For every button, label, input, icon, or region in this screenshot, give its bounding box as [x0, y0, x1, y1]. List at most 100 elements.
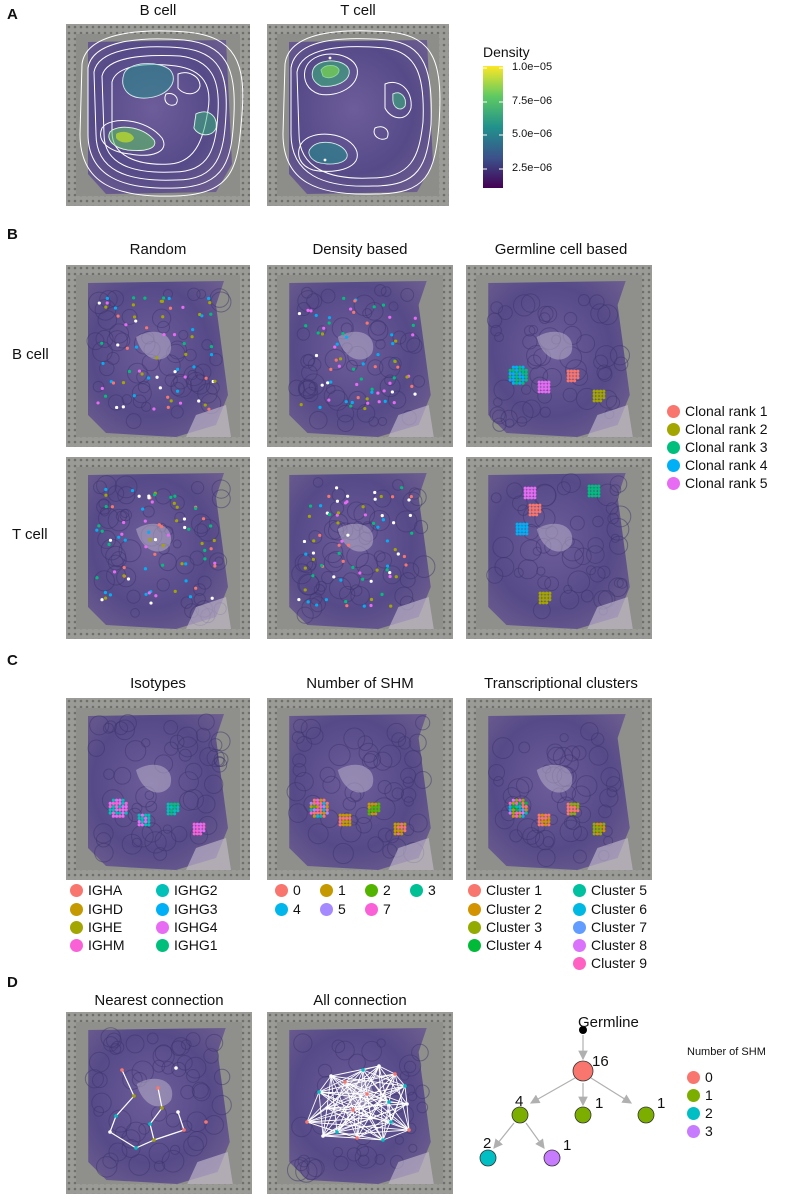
igha-swatch: [70, 884, 83, 897]
tree-node-1c: [543, 1149, 561, 1167]
shm-7-swatch: [365, 903, 378, 916]
shm-legend-1: 1: [320, 881, 346, 899]
ighe-swatch: [70, 921, 83, 934]
panel-a-title-bcell: B cell: [139, 2, 177, 19]
tree-legend-2: 2: [687, 1104, 713, 1122]
tree-node-1a: [574, 1106, 592, 1124]
tree-node-2: [479, 1149, 497, 1167]
isotype-legend-ighg4: IGHG4: [156, 918, 218, 936]
panel-c-col-clusters: Transcriptional clusters: [484, 675, 638, 692]
cluster-8-swatch: [573, 939, 586, 952]
tree-label-2: 2: [483, 1135, 492, 1152]
tree-shm-3-swatch: [687, 1125, 700, 1138]
shm-legend-0: 0: [275, 881, 301, 899]
cluster-9-swatch: [573, 957, 586, 970]
tree-germline-label: Germline: [578, 1014, 639, 1031]
b-germline-bcell: [466, 265, 652, 447]
tree-node-4: [511, 1106, 529, 1124]
tree-shm-2-swatch: [687, 1107, 700, 1120]
cluster-legend-7: Cluster 7: [573, 918, 647, 936]
b-density-tcell: [267, 457, 453, 639]
shm-0-swatch: [275, 884, 288, 897]
tree-node-1b: [637, 1106, 655, 1124]
clonal-rank-2-swatch: [667, 423, 680, 436]
colorbar-tick-4: 2.5e−06: [512, 162, 553, 174]
density-map-tcell: [267, 24, 449, 206]
panel-c-col-shm: Number of SHM: [306, 675, 414, 692]
germline-node: [579, 1026, 587, 1034]
tree-legend-0: 0: [687, 1068, 713, 1086]
tree-legend-title: Number of SHM: [687, 1046, 766, 1058]
clonal-rank-1-swatch: [667, 405, 680, 418]
tree-legend-1: 1: [687, 1086, 713, 1104]
shm-2-swatch: [365, 884, 378, 897]
panel-b-col-germline: Germline cell based: [494, 241, 628, 258]
shm-legend-4: 4: [275, 900, 301, 918]
panel-letter-b: B: [7, 226, 18, 243]
d-nearest-connection: [66, 1012, 252, 1194]
cluster-legend-5: Cluster 5: [573, 881, 647, 899]
panel-letter-d: D: [7, 974, 18, 991]
panel-b-row-tcell: T cell: [12, 526, 48, 543]
cluster-legend-9: Cluster 9: [573, 954, 647, 972]
isotype-legend-ighm: IGHM: [70, 936, 125, 954]
cluster-5-swatch: [573, 884, 586, 897]
clonal-rank-4-swatch: [667, 459, 680, 472]
clonal-rank-legend-2: Clonal rank 2: [667, 420, 768, 438]
cluster-legend-4: Cluster 4: [468, 936, 542, 954]
clonal-rank-5-swatch: [667, 477, 680, 490]
panel-c-col-isotypes: Isotypes: [130, 675, 186, 692]
tree-shm-1-swatch: [687, 1089, 700, 1102]
clonal-rank-legend-5: Clonal rank 5: [667, 474, 768, 492]
cluster-4-swatch: [468, 939, 481, 952]
tree-label-4: 4: [515, 1093, 524, 1110]
density-map-bcell: [66, 24, 250, 206]
ighg1-swatch: [156, 939, 169, 952]
tree-label-1a: 1: [595, 1095, 604, 1112]
b-density-bcell: [267, 265, 453, 447]
tree-shm-0-swatch: [687, 1071, 700, 1084]
panel-b-row-bcell: B cell: [12, 346, 49, 363]
isotype-legend-igha: IGHA: [70, 881, 122, 899]
tree-label-1c: 1: [563, 1137, 572, 1154]
b-random-bcell: [66, 265, 250, 447]
colorbar-title: Density: [483, 44, 530, 60]
shm-4-swatch: [275, 903, 288, 916]
tree-legend-3: 3: [687, 1122, 713, 1140]
c-isotypes: [66, 698, 250, 880]
cluster-1-swatch: [468, 884, 481, 897]
c-shm: [267, 698, 453, 880]
tree-edges: [493, 1035, 633, 1149]
ighd-swatch: [70, 903, 83, 916]
tree-label-16: 16: [592, 1053, 609, 1070]
isotype-legend-ighg2: IGHG2: [156, 881, 218, 899]
ighm-swatch: [70, 939, 83, 952]
shm-3-swatch: [410, 884, 423, 897]
shm-legend-3: 3: [410, 881, 436, 899]
tree-node-16: [572, 1060, 594, 1082]
clonal-rank-3-swatch: [667, 441, 680, 454]
c-clusters: [466, 698, 652, 880]
colorbar-tick-3: 5.0e−06: [512, 128, 553, 140]
isotype-legend-ighg1: IGHG1: [156, 936, 218, 954]
panel-letter-c: C: [7, 652, 18, 669]
colorbar-tick-2: 7.5e−06: [512, 95, 553, 107]
cluster-2-swatch: [468, 903, 481, 916]
clonal-rank-legend-4: Clonal rank 4: [667, 456, 768, 474]
panel-letter-a: A: [7, 6, 18, 23]
isotype-legend-ighe: IGHE: [70, 918, 122, 936]
tree-label-1b: 1: [657, 1095, 666, 1112]
panel-b-col-density: Density based: [312, 241, 408, 258]
shm-1-swatch: [320, 884, 333, 897]
shm-5-swatch: [320, 903, 333, 916]
clonal-rank-legend-3: Clonal rank 3: [667, 438, 768, 456]
panel-d-col-all: All connection: [313, 992, 407, 1009]
d-all-connection: [267, 1012, 453, 1194]
shm-legend-7: 7: [365, 900, 391, 918]
panel-a-title-tcell: T cell: [340, 2, 376, 19]
isotype-legend-ighg3: IGHG3: [156, 900, 218, 918]
cluster-legend-8: Cluster 8: [573, 936, 647, 954]
density-colorbar: [483, 66, 503, 188]
lineage-tree: [479, 1026, 655, 1167]
shm-legend-2: 2: [365, 881, 391, 899]
